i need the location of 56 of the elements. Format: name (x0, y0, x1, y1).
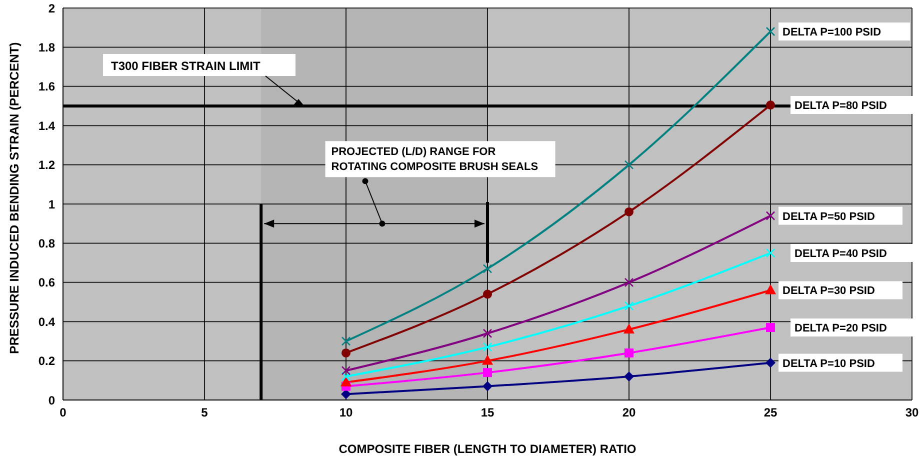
point (765, 284, 776, 294)
x-tick-label: 5 (201, 406, 208, 420)
y-tick-label: 0 (48, 393, 56, 408)
y-tick-label: 2 (48, 1, 56, 16)
point (482, 264, 492, 274)
series-label: DELTA P=50 PSID (782, 210, 875, 223)
point (483, 290, 492, 299)
point (341, 372, 351, 382)
point (340, 376, 352, 386)
y-tick-label: 0.2 (38, 354, 56, 368)
y-tick-label: 0.8 (38, 236, 56, 250)
x-tick-label: 20 (622, 406, 636, 420)
point (624, 301, 634, 311)
point (766, 26, 776, 36)
y-tick-label: 0.4 (38, 314, 56, 329)
x-axis-title: COMPOSITE FIBER (LENGTH TO DIAMETER) RATIO (338, 442, 636, 456)
point (766, 211, 776, 220)
point (766, 100, 775, 110)
y-tick-label: 1.4 (38, 118, 56, 133)
x-tick-label: 25 (764, 406, 778, 420)
band-label: PROJECTED (L/D) RANGE FOR ROTATING COMPOSITE BRUSH SEALS (331, 146, 538, 174)
ref-line-label: T300 FIBER STRAIN LIMIT (111, 59, 262, 73)
point (624, 278, 634, 288)
point (624, 160, 634, 170)
x-tick-label: 30 (905, 406, 919, 420)
point (482, 381, 492, 392)
y-tick-label: 1.8 (38, 40, 56, 54)
point (341, 389, 351, 400)
point (624, 371, 634, 382)
x-tick-label: 0 (60, 406, 67, 420)
y-axis-title: PRESSURE INDUCED BENDING STRAIN (PERCENT) (7, 42, 22, 354)
series-label: DELTA P=30 PSID (782, 285, 875, 298)
point (766, 322, 775, 332)
y-tick-label: 1 (48, 197, 56, 212)
point (341, 366, 351, 376)
x-tick-label: 15 (480, 406, 494, 420)
point (482, 354, 493, 365)
series-label: DELTA P=80 PSID (794, 100, 887, 112)
point (342, 348, 350, 358)
y-tick-label: 0.6 (38, 276, 56, 290)
x-tick-label: 10 (339, 406, 353, 420)
y-tick-label: 1.6 (38, 80, 56, 94)
point (766, 358, 776, 368)
series-label: DELTA P=10 PSID (782, 358, 875, 370)
series-label: DELTA P=20 PSID (794, 322, 887, 334)
series-label: DELTA P=40 PSID (794, 248, 887, 260)
point (482, 342, 492, 352)
point (766, 248, 776, 258)
point (483, 368, 492, 378)
point (624, 207, 634, 216)
point (482, 328, 492, 338)
series-label: DELTA P=100 PSID (782, 26, 882, 39)
point (624, 348, 634, 358)
y-tick-label: 1.2 (38, 158, 56, 172)
point (624, 323, 634, 334)
point (341, 336, 351, 346)
